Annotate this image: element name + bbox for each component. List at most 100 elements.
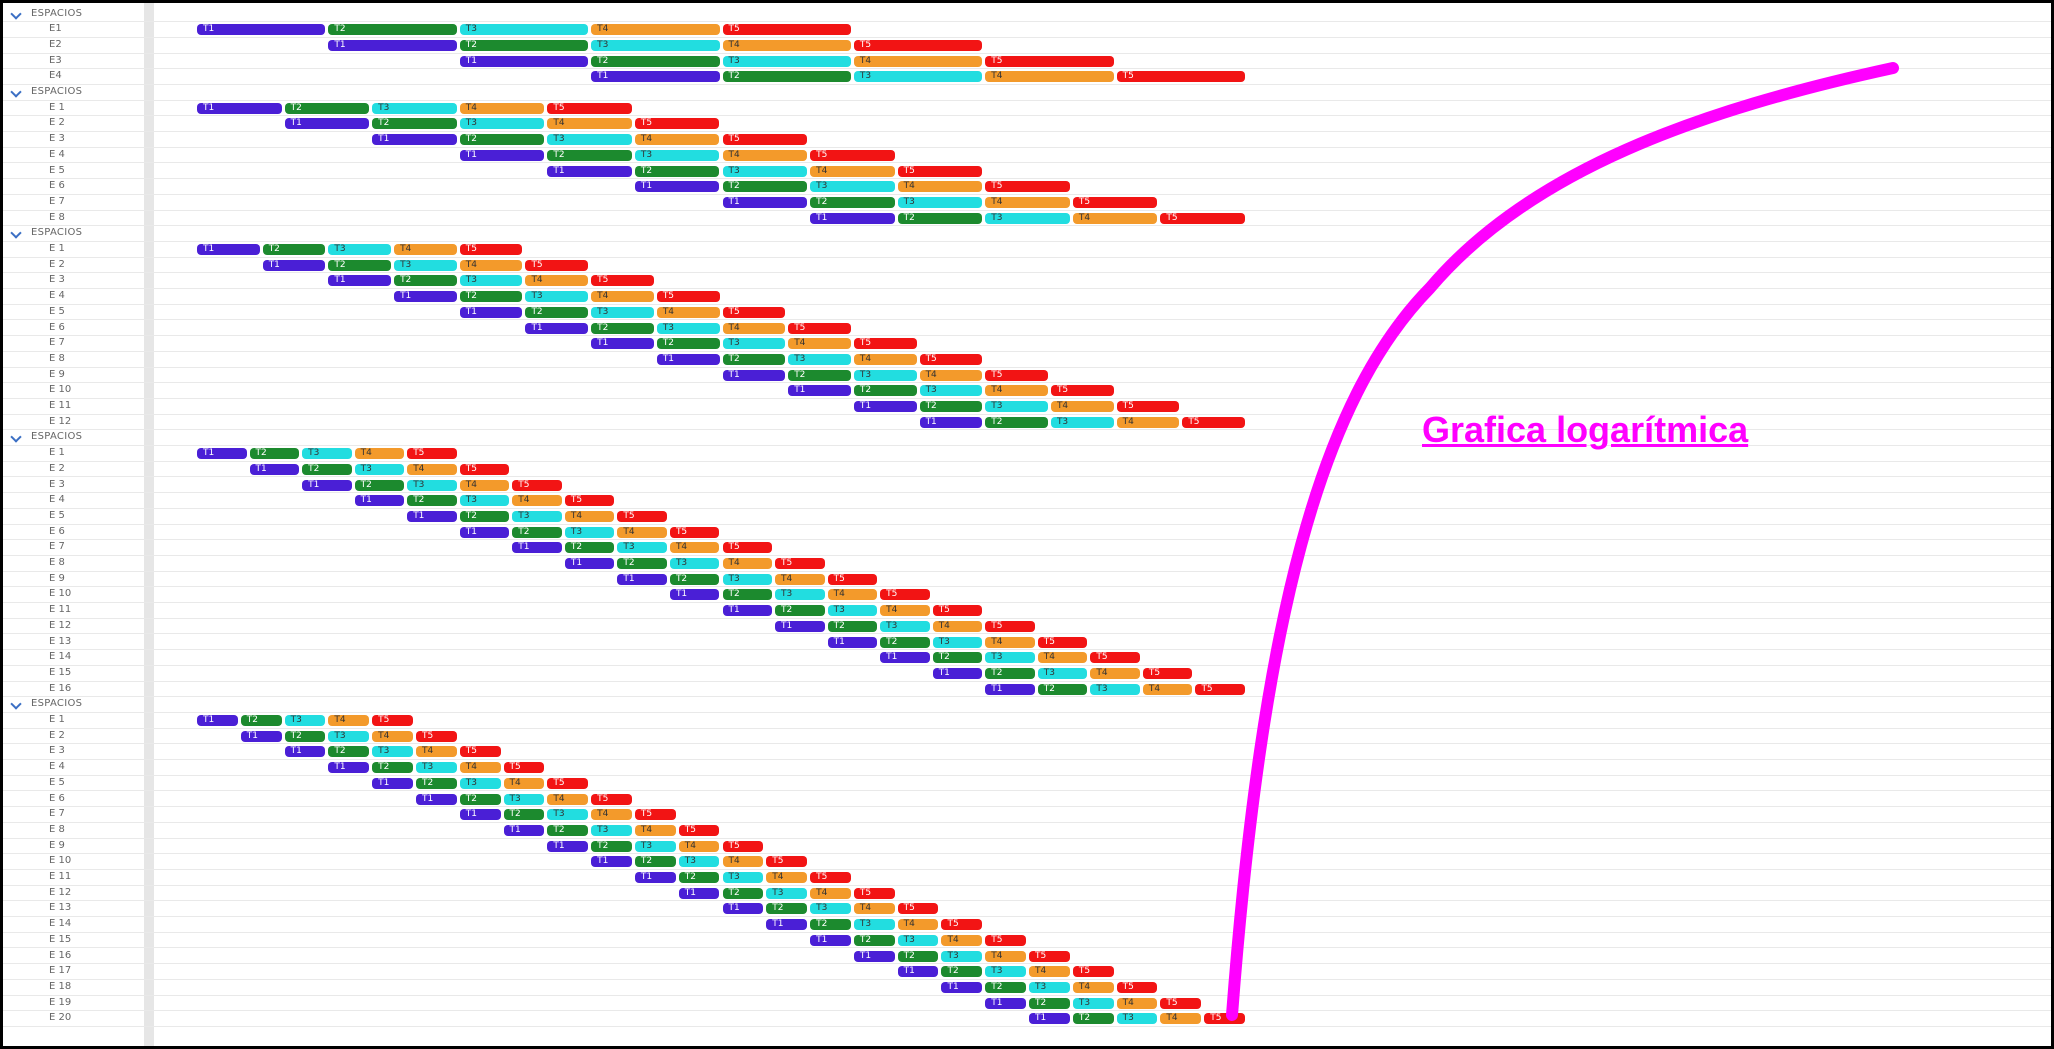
task-bar-t4[interactable]: T4 bbox=[328, 715, 370, 726]
group-header[interactable]: ESPACIOS bbox=[3, 7, 2051, 23]
task-bar-t4[interactable]: T4 bbox=[853, 55, 983, 67]
task-bar-t1[interactable]: T1 bbox=[407, 510, 457, 522]
task-bar-t1[interactable]: T1 bbox=[394, 291, 457, 303]
task-bar-t4[interactable]: T4 bbox=[985, 636, 1035, 648]
task-bar-t4[interactable]: T4 bbox=[897, 919, 939, 931]
task-bar-t1[interactable]: T1 bbox=[810, 212, 895, 224]
task-bar-t1[interactable]: T1 bbox=[372, 134, 457, 146]
task-bar-t5[interactable]: T5 bbox=[897, 165, 983, 177]
task-bar-t1[interactable]: T1 bbox=[827, 636, 878, 648]
task-bar-t3[interactable]: T3 bbox=[932, 636, 983, 648]
task-bar-t4[interactable]: T4 bbox=[512, 495, 562, 507]
task-bar-t4[interactable]: T4 bbox=[503, 777, 545, 789]
task-bar-t5[interactable]: T5 bbox=[634, 118, 720, 130]
task-bar-t4[interactable]: T4 bbox=[564, 510, 615, 522]
task-bar-t3[interactable]: T3 bbox=[853, 919, 895, 931]
task-bar-t2[interactable]: T2 bbox=[547, 824, 589, 836]
task-bar-t1[interactable]: T1 bbox=[564, 558, 615, 569]
task-bar-t2[interactable]: T2 bbox=[919, 401, 983, 412]
task-bar-t4[interactable]: T4 bbox=[722, 856, 764, 868]
task-bar-t1[interactable]: T1 bbox=[372, 777, 413, 789]
task-bar-t2[interactable]: T2 bbox=[547, 149, 632, 161]
task-bar-t5[interactable]: T5 bbox=[1195, 683, 1245, 695]
task-bar-t2[interactable]: T2 bbox=[459, 134, 545, 146]
task-bar-t1[interactable]: T1 bbox=[197, 102, 282, 114]
task-bar-t3[interactable]: T3 bbox=[853, 369, 917, 381]
task-bar-t3[interactable]: T3 bbox=[1050, 416, 1114, 428]
task-bar-t1[interactable]: T1 bbox=[634, 872, 676, 883]
task-bar-t2[interactable]: T2 bbox=[564, 542, 615, 554]
task-bar-t4[interactable]: T4 bbox=[591, 24, 720, 36]
task-bar-t5[interactable]: T5 bbox=[1090, 652, 1140, 664]
task-bar-t4[interactable]: T4 bbox=[656, 306, 720, 318]
task-bar-t3[interactable]: T3 bbox=[591, 39, 720, 51]
task-bar-t5[interactable]: T5 bbox=[985, 55, 1114, 67]
task-bar-t1[interactable]: T1 bbox=[328, 275, 392, 287]
task-bar-t3[interactable]: T3 bbox=[634, 840, 676, 852]
task-bar-t2[interactable]: T2 bbox=[591, 840, 632, 852]
task-bar-t3[interactable]: T3 bbox=[853, 71, 983, 83]
task-bar-t3[interactable]: T3 bbox=[328, 244, 392, 255]
task-bar-t3[interactable]: T3 bbox=[1116, 1013, 1158, 1025]
task-bar-t2[interactable]: T2 bbox=[810, 196, 895, 208]
task-bar-t5[interactable]: T5 bbox=[722, 134, 808, 146]
task-bar-t4[interactable]: T4 bbox=[1037, 652, 1088, 664]
task-bar-t3[interactable]: T3 bbox=[617, 542, 667, 554]
task-bar-t4[interactable]: T4 bbox=[919, 369, 983, 381]
task-bar-t5[interactable]: T5 bbox=[669, 526, 720, 538]
task-bar-t5[interactable]: T5 bbox=[932, 605, 983, 617]
task-bar-t2[interactable]: T2 bbox=[722, 353, 786, 365]
task-bar-t3[interactable]: T3 bbox=[985, 212, 1070, 224]
task-bar-t1[interactable]: T1 bbox=[919, 416, 983, 428]
task-bar-t3[interactable]: T3 bbox=[415, 762, 457, 774]
task-bar-t3[interactable]: T3 bbox=[459, 24, 589, 36]
task-bar-t2[interactable]: T2 bbox=[1072, 1013, 1114, 1025]
task-bar-t3[interactable]: T3 bbox=[656, 322, 720, 334]
group-header[interactable]: ESPACIOS bbox=[3, 430, 2051, 447]
task-bar-t1[interactable]: T1 bbox=[880, 652, 930, 664]
task-bar-t4[interactable]: T4 bbox=[407, 463, 457, 475]
task-bar-t3[interactable]: T3 bbox=[459, 275, 523, 287]
task-bar-t3[interactable]: T3 bbox=[503, 793, 545, 805]
task-bar-t4[interactable]: T4 bbox=[1050, 401, 1114, 412]
task-bar-t5[interactable]: T5 bbox=[788, 322, 851, 334]
task-bar-t1[interactable]: T1 bbox=[775, 620, 825, 632]
task-bar-t2[interactable]: T2 bbox=[617, 558, 667, 569]
task-bar-t4[interactable]: T4 bbox=[853, 903, 895, 915]
task-bar-t5[interactable]: T5 bbox=[810, 149, 895, 161]
task-bar-t1[interactable]: T1 bbox=[262, 259, 326, 271]
task-bar-t3[interactable]: T3 bbox=[678, 856, 720, 868]
task-bar-t1[interactable]: T1 bbox=[591, 856, 632, 868]
task-bar-t4[interactable]: T4 bbox=[1142, 683, 1193, 695]
task-bar-t4[interactable]: T4 bbox=[722, 558, 773, 569]
task-bar-t4[interactable]: T4 bbox=[459, 762, 501, 774]
task-bar-t1[interactable]: T1 bbox=[591, 338, 654, 350]
task-bar-t3[interactable]: T3 bbox=[985, 966, 1027, 978]
task-bar-t5[interactable]: T5 bbox=[525, 259, 589, 271]
task-bar-t2[interactable]: T2 bbox=[459, 510, 510, 522]
task-bar-t4[interactable]: T4 bbox=[722, 322, 786, 334]
task-bar-t4[interactable]: T4 bbox=[547, 793, 589, 805]
task-bar-t4[interactable]: T4 bbox=[810, 887, 851, 899]
task-bar-t5[interactable]: T5 bbox=[766, 856, 808, 868]
task-bar-t5[interactable]: T5 bbox=[853, 39, 983, 51]
task-bar-t5[interactable]: T5 bbox=[722, 840, 764, 852]
task-bar-t5[interactable]: T5 bbox=[853, 887, 895, 899]
task-bar-t4[interactable]: T4 bbox=[941, 934, 983, 946]
task-bar-t2[interactable]: T2 bbox=[722, 589, 773, 601]
task-bar-t3[interactable]: T3 bbox=[722, 872, 764, 883]
task-bar-t1[interactable]: T1 bbox=[547, 840, 589, 852]
task-bar-t3[interactable]: T3 bbox=[512, 510, 562, 522]
task-bar-t2[interactable]: T2 bbox=[372, 762, 413, 774]
task-bar-t4[interactable]: T4 bbox=[985, 950, 1027, 962]
task-bar-t1[interactable]: T1 bbox=[525, 322, 589, 334]
task-bar-t3[interactable]: T3 bbox=[897, 196, 983, 208]
task-bar-t1[interactable]: T1 bbox=[722, 903, 764, 915]
task-bar-t2[interactable]: T2 bbox=[634, 856, 676, 868]
task-bar-t2[interactable]: T2 bbox=[503, 809, 545, 821]
task-bar-t1[interactable]: T1 bbox=[197, 244, 260, 255]
task-bar-t1[interactable]: T1 bbox=[328, 39, 457, 51]
task-bar-t3[interactable]: T3 bbox=[722, 573, 773, 585]
task-bar-t2[interactable]: T2 bbox=[656, 338, 720, 350]
task-bar-t4[interactable]: T4 bbox=[415, 746, 457, 758]
